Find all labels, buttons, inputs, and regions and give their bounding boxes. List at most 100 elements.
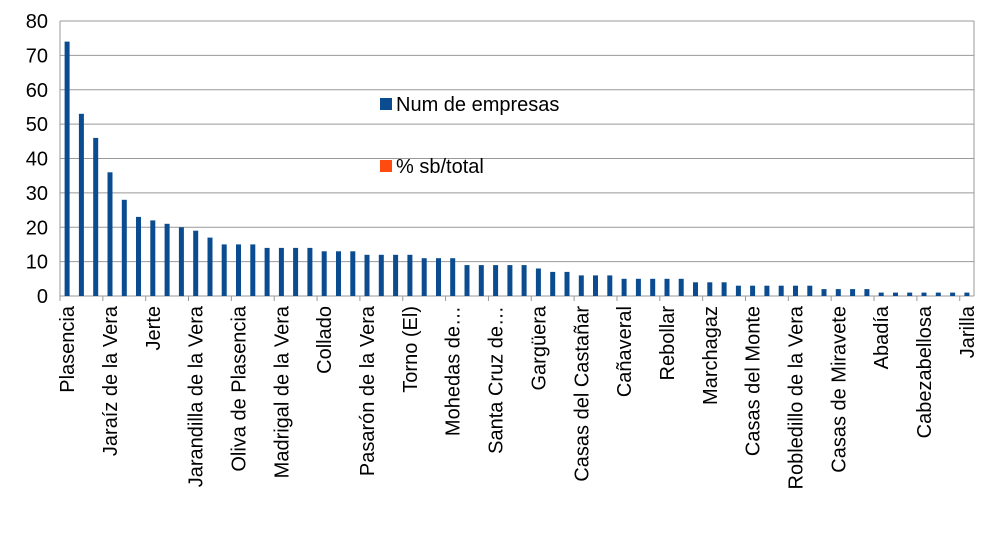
bar <box>578 275 584 296</box>
bar <box>907 292 913 296</box>
y-tick-label: 80 <box>26 11 48 33</box>
bars <box>64 41 970 297</box>
bar <box>564 271 570 296</box>
bar <box>264 247 270 296</box>
bar <box>236 244 241 296</box>
x-tick-label: Robledillo de la Vera <box>785 305 807 489</box>
bar <box>493 265 499 296</box>
legend-label: % sb/total <box>396 156 484 178</box>
bar <box>735 285 741 296</box>
bar <box>621 278 627 296</box>
x-tick-label: Rebollar <box>657 306 679 381</box>
bar <box>921 292 927 296</box>
bar <box>950 292 956 296</box>
bar <box>821 289 827 296</box>
bar <box>764 285 770 296</box>
x-tick-label: Santa Cruz de… <box>486 306 508 454</box>
x-tick-label: Abadía <box>871 305 893 369</box>
bar <box>221 244 227 296</box>
bar <box>450 258 456 296</box>
legend-swatch <box>380 160 392 172</box>
bar <box>421 258 427 296</box>
bar <box>593 275 598 296</box>
x-tick-label: Mohedas de… <box>443 306 465 436</box>
x-tick-label: Pasarón de la Vera <box>357 305 379 476</box>
x-tick-label: Jerte <box>143 306 165 350</box>
x-tick-label: Marchagaz <box>700 306 722 405</box>
y-tick-label: 20 <box>26 217 48 239</box>
bar <box>393 254 399 297</box>
y-axis-ticks: 0 10 20 30 40 50 60 70 80 <box>26 11 48 308</box>
bar <box>550 271 556 296</box>
bar <box>678 278 684 296</box>
bar <box>78 113 84 296</box>
x-tick-label: Gargüera <box>528 305 550 390</box>
bar <box>878 292 884 296</box>
bar <box>378 254 384 297</box>
bar <box>664 278 670 296</box>
bar <box>893 292 898 296</box>
x-tick-label: Cañaveral <box>614 306 636 397</box>
bar <box>250 244 256 296</box>
bar <box>778 285 784 296</box>
bar <box>935 292 941 296</box>
bar <box>464 265 470 296</box>
bar <box>321 251 327 296</box>
bar <box>478 265 484 296</box>
bar <box>364 254 370 297</box>
x-tick-label: Casas del Monte <box>743 306 765 456</box>
bar <box>750 285 756 296</box>
bar <box>121 199 127 297</box>
bar <box>207 237 213 296</box>
x-tick-label: Casas de Miravete <box>828 306 850 473</box>
legend: Num de empresas % sb/total <box>380 94 559 178</box>
x-tick-label: Collado <box>314 306 336 374</box>
x-tick-label: Madrigal de la Vera <box>271 305 293 478</box>
bar <box>350 251 356 296</box>
bar <box>707 282 713 297</box>
bar <box>650 278 656 296</box>
bar <box>793 285 798 296</box>
x-tick-label: Plasencia <box>57 305 79 393</box>
bar <box>693 282 698 297</box>
bar <box>64 41 70 296</box>
bar <box>850 289 856 296</box>
x-tick-label: Torno (El) <box>400 306 422 393</box>
x-tick-label: Jaraíz de la Vera <box>100 305 122 456</box>
y-tick-label: 10 <box>26 252 48 274</box>
bar <box>964 292 970 296</box>
bar <box>150 220 156 296</box>
bar <box>164 223 170 296</box>
bar <box>193 230 199 296</box>
x-axis-labels: Plasencia Jaraíz de la Vera Jerte Jarandill… <box>57 305 979 489</box>
x-tick-label: Jarandilla de la Vera <box>186 305 208 487</box>
bar <box>107 172 113 297</box>
y-tick-label: 70 <box>26 45 48 67</box>
x-tick-label: Cabezabellosa <box>914 305 936 438</box>
bar <box>721 282 727 297</box>
bar <box>521 265 527 296</box>
bar <box>136 216 141 296</box>
bar <box>807 285 813 296</box>
bar <box>336 251 341 296</box>
bar <box>436 258 441 296</box>
bar <box>307 247 313 296</box>
bar <box>507 265 513 296</box>
bar <box>835 289 841 296</box>
bar <box>178 227 184 297</box>
bar <box>278 247 284 296</box>
y-tick-label: 50 <box>26 114 48 136</box>
bar <box>293 247 299 296</box>
bar <box>407 254 413 297</box>
x-tick-label: Casas del Castañar <box>571 306 593 482</box>
y-tick-label: 60 <box>26 80 48 102</box>
bar <box>607 275 613 296</box>
y-tick-label: 0 <box>37 286 48 308</box>
y-tick-label: 30 <box>26 183 48 205</box>
y-tick-label: 40 <box>26 149 48 171</box>
x-tick-label: Oliva de Plasencia <box>229 305 251 472</box>
bar <box>864 289 870 296</box>
bar <box>635 278 641 296</box>
